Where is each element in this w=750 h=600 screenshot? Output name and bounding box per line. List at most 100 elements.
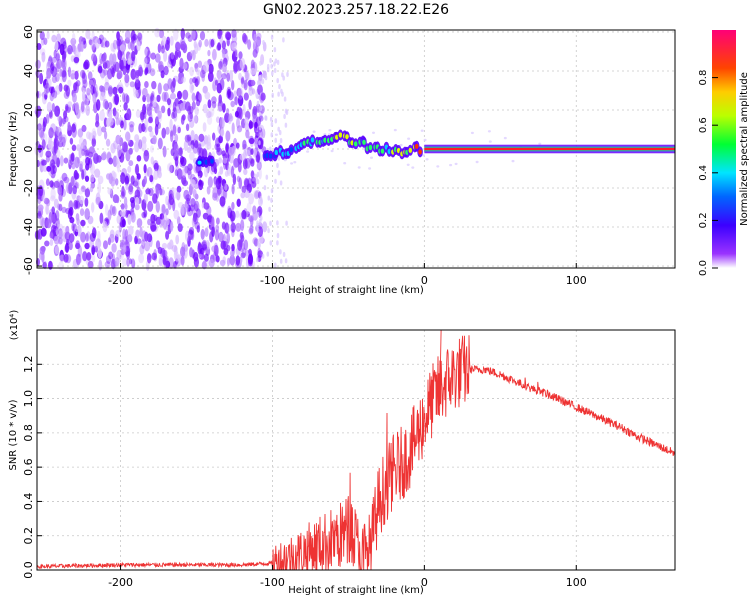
noise-cell [193, 203, 199, 212]
noise-cell [95, 192, 101, 204]
noise-cell [228, 113, 233, 120]
noise-cell [222, 157, 228, 164]
noise-cell [79, 161, 84, 168]
noise-cell [45, 82, 50, 94]
noise-cell [46, 101, 53, 113]
noise-cell [215, 224, 220, 233]
noise-cell [224, 222, 230, 234]
noise-cell [72, 185, 78, 195]
noise-cell [190, 198, 196, 208]
noise-cell [144, 81, 149, 88]
spectrogram-y-tick-label: 20 [22, 103, 35, 117]
snr-x-tick-label: -100 [260, 576, 285, 589]
noise-cell [248, 137, 255, 145]
noise-cell [97, 248, 103, 259]
noise-cell [163, 50, 168, 62]
noise-cell [171, 54, 176, 67]
noise-cell [94, 90, 99, 98]
noise-cell [114, 93, 120, 106]
colorbar: 0.0 0.2 0.4 0.6 0.8 Normalized spectral ampl… [698, 30, 750, 276]
noise-cell [102, 61, 108, 69]
noise-cell [174, 156, 179, 167]
noise-cell [102, 69, 108, 76]
noise-cell [136, 155, 142, 162]
noise-cell [274, 133, 278, 136]
noise-cell [225, 143, 229, 153]
noise-cell [214, 79, 218, 86]
noise-cell [258, 218, 262, 224]
noise-cell [228, 70, 234, 82]
noise-cell [136, 41, 141, 52]
noise-cell [107, 237, 111, 246]
noise-cell [189, 66, 195, 77]
noise-cell [229, 210, 236, 222]
noise-cell [256, 93, 259, 99]
noise-cell [108, 110, 113, 123]
noise-cell [138, 139, 143, 150]
noise-cell [39, 72, 44, 85]
noise-cell [123, 196, 128, 208]
noise-cell [204, 38, 209, 47]
noise-cell [167, 107, 171, 117]
noise-cell [274, 262, 277, 268]
noise-cell [112, 107, 117, 117]
noise-cell [246, 202, 252, 215]
noise-cell [215, 116, 220, 123]
noise-cell [42, 261, 47, 269]
noise-cell [217, 42, 222, 51]
noise-cell [247, 39, 252, 50]
snr-y-tick-label: 0.4 [22, 493, 35, 511]
noise-cell [86, 231, 91, 242]
noise-cell [172, 101, 177, 113]
noise-cell [155, 104, 160, 114]
noise-cell [182, 89, 189, 101]
noise-cell [252, 105, 257, 116]
noise-cell [63, 157, 69, 164]
noise-cell [135, 229, 140, 239]
noise-cell [218, 61, 224, 71]
noise-cell [273, 47, 277, 53]
noise-cell [207, 176, 213, 188]
noise-cell [257, 80, 260, 86]
snr-y-tick-label: 0.2 [22, 527, 35, 545]
noise-cell [40, 48, 46, 56]
noise-cell [278, 84, 281, 90]
noise-cell [126, 257, 130, 267]
noise-cell [171, 244, 178, 253]
noise-cell [85, 104, 90, 116]
noise-cell [35, 59, 41, 69]
noise-cell [127, 165, 132, 173]
noise-cell [44, 240, 50, 247]
noise-cell [242, 104, 246, 116]
noise-cell [95, 196, 101, 206]
noise-cell [240, 252, 246, 259]
noise-cell [140, 140, 147, 152]
noise-cell [250, 79, 256, 86]
noise-cell [252, 29, 257, 41]
noise-cell [279, 138, 283, 144]
noise-cell [147, 218, 152, 226]
noise-cell [143, 57, 148, 69]
noise-cell [236, 142, 240, 149]
noise-cell [99, 85, 104, 92]
noise-cell [357, 166, 361, 169]
noise-cell [258, 242, 261, 248]
noise-cell [242, 32, 247, 43]
noise-cell [97, 182, 102, 194]
noise-cell [67, 44, 73, 55]
noise-cell [76, 217, 80, 226]
noise-cell [209, 105, 215, 118]
noise-cell [163, 65, 169, 76]
noise-cell [92, 94, 96, 103]
noise-cell [144, 241, 151, 252]
noise-cell [194, 200, 200, 212]
noise-cell [143, 149, 150, 162]
noise-cell [116, 215, 121, 224]
noise-cell [276, 220, 279, 226]
noise-cell [89, 186, 94, 193]
noise-cell [215, 177, 222, 190]
noise-cell [161, 91, 167, 102]
noise-cell [283, 158, 287, 162]
noise-cell [277, 91, 280, 97]
noise-cell [197, 60, 203, 68]
